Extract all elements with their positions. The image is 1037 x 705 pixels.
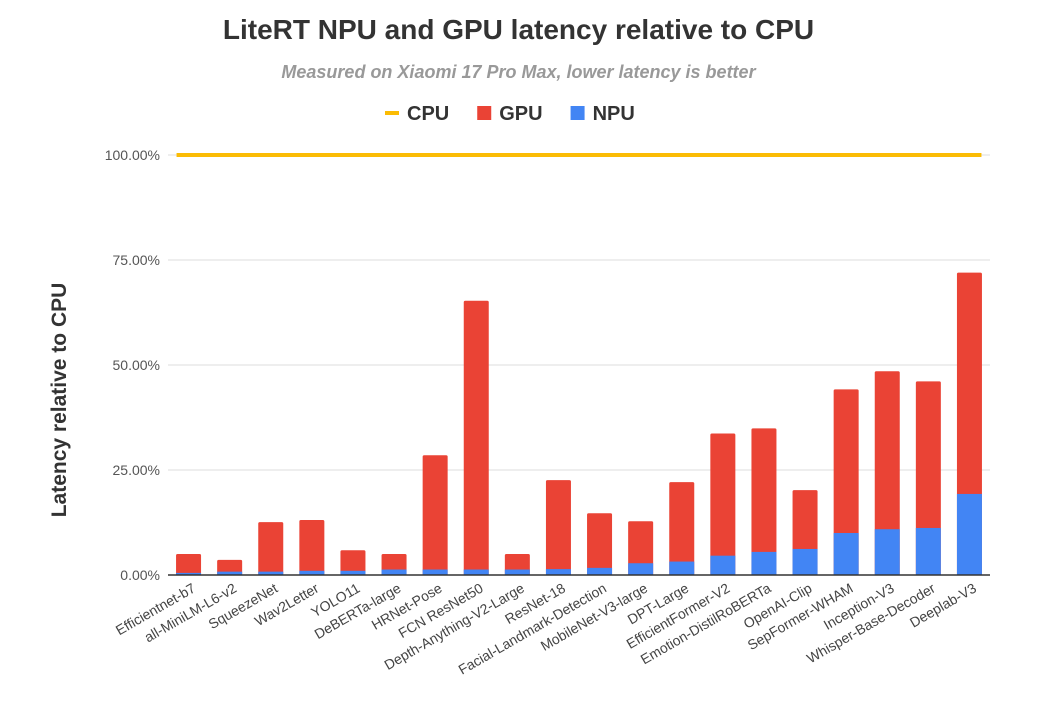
legend-swatch-gpu [477,106,492,120]
npu-bar [792,548,818,575]
gpu-bar [833,389,859,575]
gpu-bar [258,522,284,575]
y-tick-label: 75.00% [113,252,160,268]
gpu-bar [669,482,695,575]
npu-bar [833,533,859,575]
gpu-bar [587,513,613,575]
npu-bar [422,569,448,575]
npu-bar [956,493,982,575]
gpu-bar [340,550,366,575]
npu-bar [258,571,284,575]
legend-label-gpu: GPU [499,103,542,125]
npu-bar [628,563,654,575]
legend-swatch-npu [570,106,585,120]
npu-bar [176,572,202,575]
npu-bar [915,527,941,575]
gpu-bar [176,554,202,575]
gpu-bar [299,519,325,575]
npu-bar [751,551,777,575]
gpu-bar [217,559,243,575]
y-tick-label: 50.00% [113,357,160,373]
npu-bar [299,570,325,575]
gpu-bar [422,455,448,575]
legend-label-npu: NPU [593,103,635,125]
npu-bar [340,570,366,575]
npu-bar [587,567,613,575]
chart-title: LiteRT NPU and GPU latency relative to C… [222,14,815,45]
gpu-bar [874,371,900,575]
y-tick-label: 25.00% [113,462,160,478]
npu-bar [463,569,489,575]
legend-swatch-cpu [385,111,399,115]
y-tick-label: 100.00% [105,147,160,163]
chart-subtitle: Measured on Xiaomi 17 Pro Max, lower lat… [281,62,756,82]
legend-label-cpu: CPU [407,103,449,125]
gpu-bar [545,480,571,575]
npu-bar [504,569,530,575]
npu-bar [545,569,571,575]
npu-bar [669,561,695,575]
y-tick-label: 0.00% [120,567,160,583]
gpu-bar [463,300,489,575]
npu-bar [874,529,900,575]
gpu-bar [915,381,941,575]
npu-bar [217,571,243,575]
y-axis-label: Latency relative to CPU [48,283,71,518]
gpu-bar [710,433,736,575]
gpu-bar [628,521,654,575]
npu-bar [381,569,407,575]
gpu-bar [751,428,777,575]
npu-bar [710,555,736,575]
